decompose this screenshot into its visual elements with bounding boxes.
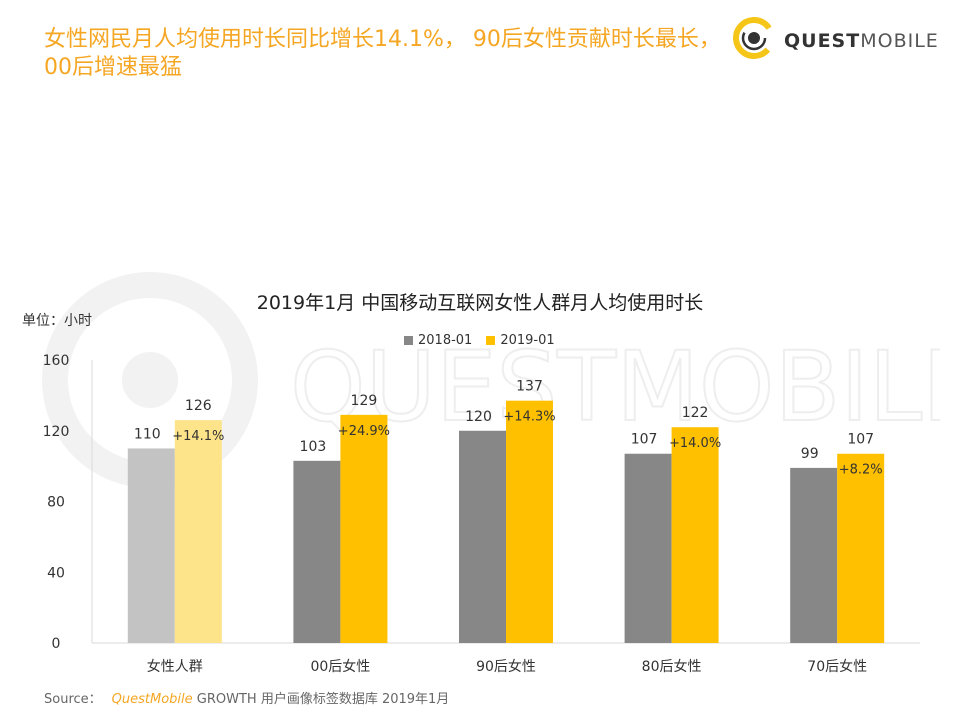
questmobile-logo-icon bbox=[733, 17, 775, 59]
bar-2018-01 bbox=[790, 467, 838, 643]
data-label-2018-01: 99 bbox=[801, 446, 819, 462]
legend-label-2019: 2019-01 bbox=[500, 332, 555, 348]
legend-swatch-2019 bbox=[486, 335, 496, 345]
bar-2019-01 bbox=[174, 420, 222, 643]
data-label-2019-01: 137 bbox=[516, 379, 543, 395]
source-text: GROWTH 用户画像标签数据库 2019年1月 bbox=[196, 692, 450, 707]
bar-2018-01 bbox=[624, 453, 672, 643]
chart-legend: 2018-01 2019-01 bbox=[404, 330, 569, 350]
bar-2019-01 bbox=[837, 453, 885, 643]
data-label-2019-01: 126 bbox=[185, 398, 212, 414]
data-label-2019-01: 107 bbox=[847, 432, 874, 448]
chart-title: 2019年1月 中国移动互联网女性人群月人均使用时长 bbox=[256, 292, 704, 314]
y-axis-unit-label: 单位：小时 bbox=[22, 313, 92, 329]
bar-2019-01 bbox=[506, 400, 553, 643]
data-label-2019-01: 129 bbox=[351, 393, 378, 409]
data-label-2018-01: 103 bbox=[300, 439, 327, 455]
legend-item-2018: 2018-01 bbox=[404, 333, 472, 348]
source-label: Source： bbox=[44, 692, 102, 707]
data-label-2018-01: 110 bbox=[134, 426, 161, 442]
x-tick-label: 70后女性 bbox=[807, 658, 867, 675]
data-label-2019-01: 122 bbox=[682, 405, 709, 421]
x-tick-label: 女性人群 bbox=[147, 658, 203, 675]
bar-2018-01 bbox=[459, 430, 506, 643]
growth-label: +14.0% bbox=[669, 436, 721, 451]
legend-item-2019: 2019-01 bbox=[486, 332, 555, 348]
questmobile-logo: QUESTMOBILE bbox=[730, 14, 938, 64]
x-tick-label: 90后女性 bbox=[476, 658, 536, 675]
data-label-2018-01: 107 bbox=[631, 432, 658, 448]
x-tick-label: 80后女性 bbox=[642, 658, 702, 675]
y-tick-label: 40 bbox=[47, 565, 65, 581]
watermark-text: QUESTMOBILE bbox=[290, 331, 940, 443]
growth-label: +8.2% bbox=[839, 463, 883, 478]
legend-label-2018: 2018-01 bbox=[418, 332, 473, 348]
legend-swatch-2018 bbox=[404, 335, 413, 345]
bar-2018-01 bbox=[293, 460, 341, 643]
growth-label: +14.3% bbox=[503, 410, 555, 425]
x-tick-label: 00后女性 bbox=[310, 658, 370, 675]
bar-2018-01 bbox=[127, 448, 175, 643]
bar-2019-01 bbox=[671, 427, 719, 643]
growth-label: +14.1% bbox=[172, 429, 224, 444]
page-headline: 女性网民月人均使用时长同比增长14.1%， 90后女性贡献时长最长，00后增速最… bbox=[44, 27, 721, 80]
source-brand: QuestMobile bbox=[111, 692, 193, 707]
logo-wordmark: QUESTMOBILE bbox=[784, 30, 939, 52]
growth-label: +24.9% bbox=[338, 424, 390, 439]
logo-wordmark-light: MOBILE bbox=[860, 30, 939, 52]
y-tick-label: 0 bbox=[52, 636, 61, 652]
logo-wordmark-bold: QUEST bbox=[784, 30, 861, 52]
source-note: Source： QuestMobile GROWTH 用户画像标签数据库 2019… bbox=[44, 688, 449, 707]
y-tick-label: 160 bbox=[43, 353, 70, 369]
y-tick-label: 120 bbox=[43, 424, 70, 440]
bar-2019-01 bbox=[340, 414, 388, 643]
data-label-2018-01: 120 bbox=[465, 409, 492, 425]
y-tick-label: 80 bbox=[47, 495, 65, 511]
